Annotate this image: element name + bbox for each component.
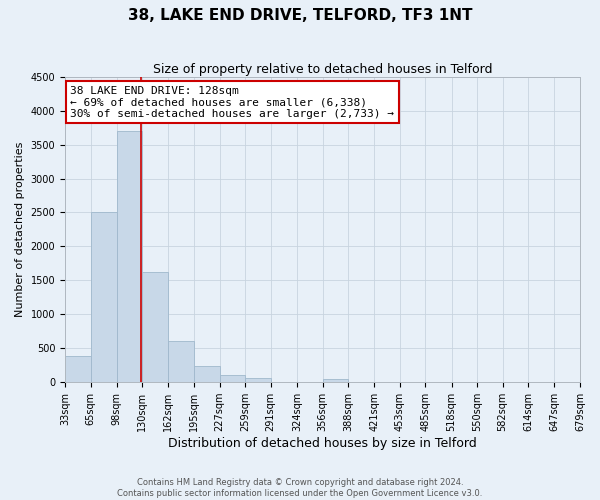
Y-axis label: Number of detached properties: Number of detached properties xyxy=(15,142,25,317)
Bar xyxy=(168,342,194,382)
Bar xyxy=(220,376,245,382)
Bar xyxy=(323,379,348,382)
Bar xyxy=(194,366,220,382)
Bar xyxy=(245,378,271,382)
X-axis label: Distribution of detached houses by size in Telford: Distribution of detached houses by size … xyxy=(168,437,477,450)
Text: 38, LAKE END DRIVE, TELFORD, TF3 1NT: 38, LAKE END DRIVE, TELFORD, TF3 1NT xyxy=(128,8,472,22)
Bar xyxy=(65,356,91,382)
Title: Size of property relative to detached houses in Telford: Size of property relative to detached ho… xyxy=(153,62,492,76)
Bar xyxy=(91,212,117,382)
Text: 38 LAKE END DRIVE: 128sqm
← 69% of detached houses are smaller (6,338)
30% of se: 38 LAKE END DRIVE: 128sqm ← 69% of detac… xyxy=(70,86,394,119)
Text: Contains HM Land Registry data © Crown copyright and database right 2024.
Contai: Contains HM Land Registry data © Crown c… xyxy=(118,478,482,498)
Bar xyxy=(142,272,168,382)
Bar xyxy=(117,131,142,382)
